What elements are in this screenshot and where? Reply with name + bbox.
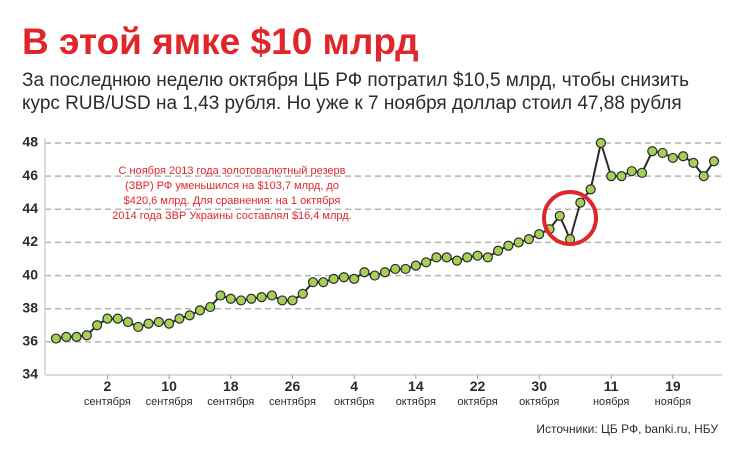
marker (462, 252, 473, 263)
marker (421, 257, 432, 268)
x-tick-label: 19 ноября (655, 378, 691, 408)
marker (338, 272, 349, 283)
marker (174, 313, 185, 324)
marker (688, 157, 699, 168)
marker (215, 290, 226, 301)
marker (657, 147, 668, 159)
x-tick-label: 26 сентября (269, 378, 316, 408)
marker (194, 305, 206, 316)
marker (431, 252, 442, 263)
marker (328, 273, 339, 284)
marker (647, 146, 658, 157)
marker (513, 237, 524, 248)
annotation: С ноября 2013 года золотовалютный резерв… (112, 165, 351, 222)
marker (266, 290, 278, 301)
marker (379, 267, 391, 278)
marker (606, 171, 617, 182)
y-tick-label: 44 (22, 200, 38, 216)
marker (122, 316, 134, 328)
marker (50, 333, 62, 344)
marker (287, 295, 298, 306)
x-tick-label: 14 октября (396, 378, 436, 408)
annotation-line: $420,6 млрд. Для сравнения: на 1 октября (124, 195, 341, 207)
marker (297, 288, 308, 299)
marker (184, 310, 195, 321)
annotation-line: (ЗВР) РФ уменьшился на $103,7 млрд, до (125, 180, 339, 192)
marker (81, 330, 92, 341)
marker (225, 293, 236, 304)
marker (678, 151, 689, 162)
x-tick-label: 11 ноября (593, 378, 629, 408)
marker (318, 277, 329, 288)
x-tick-label: 2 сентября (84, 378, 131, 408)
x-tick-label: 10 сентября (146, 378, 193, 408)
highlight-circle (542, 190, 598, 246)
marker (492, 245, 504, 256)
x-tick-label: 22 октября (457, 378, 497, 408)
subtitle: За последнюю неделю октября ЦБ РФ потрат… (22, 70, 689, 91)
marker (400, 263, 411, 275)
marker (708, 156, 720, 167)
marker (451, 255, 463, 266)
marker (595, 137, 607, 149)
x-tick-label: 30 октября (519, 378, 559, 408)
marker (575, 197, 586, 208)
y-tick-label: 38 (22, 299, 38, 315)
y-tick-label: 46 (22, 167, 38, 183)
marker (503, 240, 514, 251)
marker (307, 277, 319, 288)
marker (71, 331, 82, 342)
marker (698, 171, 709, 182)
marker (256, 292, 267, 303)
y-tick-label: 48 (22, 134, 38, 150)
chart-title: В этой ямке $10 млрд (22, 21, 419, 62)
marker (585, 184, 596, 195)
marker (667, 152, 678, 164)
marker (92, 320, 103, 331)
marker (390, 263, 401, 275)
marker (61, 331, 72, 342)
marker (441, 252, 452, 263)
marker (246, 293, 257, 304)
marker (133, 321, 144, 333)
marker (235, 295, 247, 306)
marker (349, 273, 360, 284)
annotation-line: С ноября 2013 года золотовалютный резерв (119, 165, 346, 177)
x-tick-label: 4 октября (334, 378, 374, 408)
marker (534, 229, 545, 240)
marker (205, 301, 216, 313)
marker (143, 318, 154, 329)
marker (153, 316, 164, 328)
y-tick-label: 42 (22, 233, 38, 249)
marker (616, 171, 627, 182)
marker (636, 167, 648, 178)
marker (359, 267, 370, 278)
subtitle: курс RUB/USD на 1,43 рубля. Но уже к 7 н… (22, 93, 682, 114)
y-tick-label: 40 (22, 266, 38, 282)
annotation-line: 2014 года ЗВР Украины составлял $16,4 мл… (112, 210, 351, 222)
marker (626, 166, 637, 177)
marker (369, 270, 380, 281)
marker (554, 210, 565, 222)
marker (112, 313, 123, 324)
marker (277, 295, 288, 306)
y-tick-label: 34 (22, 366, 38, 382)
marker (163, 318, 175, 329)
marker (472, 250, 483, 261)
x-tick-label: 18 сентября (207, 378, 254, 408)
marker (482, 252, 493, 263)
marker (410, 260, 421, 271)
marker (102, 313, 113, 324)
y-tick-label: 36 (22, 333, 38, 349)
source: Источники: ЦБ РФ, banki.ru, НБУ (536, 422, 718, 436)
marker (523, 234, 535, 245)
